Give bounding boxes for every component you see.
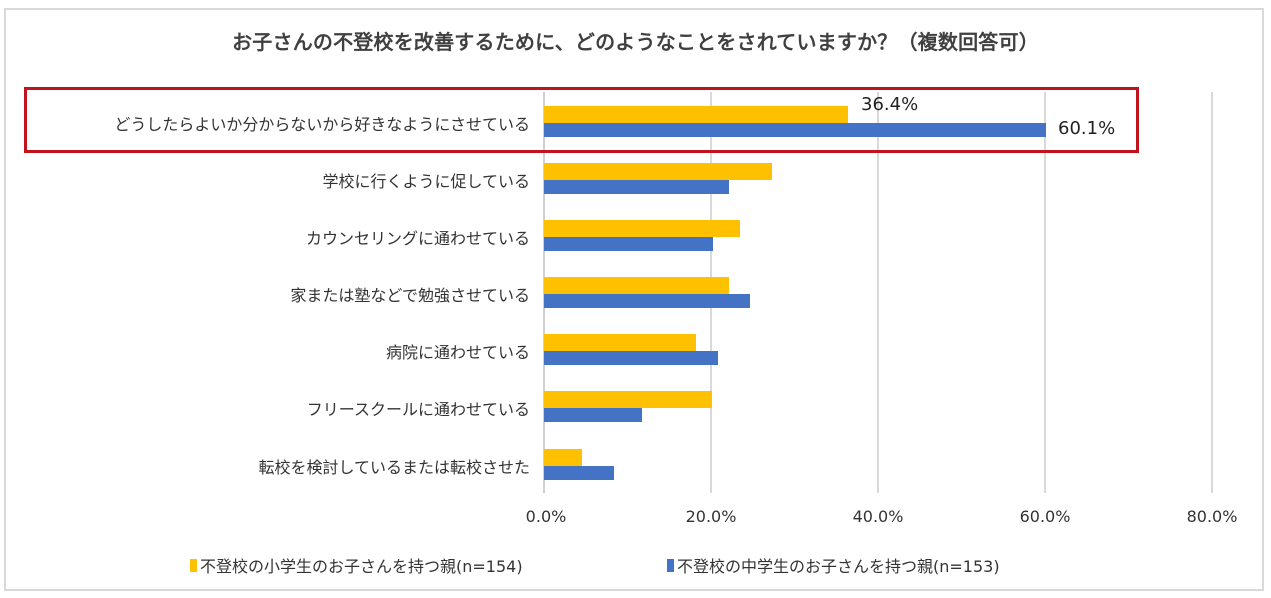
- bar-group-4: [544, 334, 1212, 365]
- plot-area: [543, 92, 1213, 493]
- gridline-60: [1044, 92, 1046, 493]
- legend-swatch-blue: [667, 558, 674, 572]
- legend-item-junior-high: 不登校の中学生のお子さんを持つ親(n=153): [667, 553, 1000, 577]
- gridline-40: [877, 92, 879, 493]
- legend-label-elementary: 不登校の小学生のお子さんを持つ親(n=154): [200, 557, 523, 576]
- chart-title: お子さんの不登校を改善するために、どのようなことをされていますか？（複数回答可）: [232, 30, 1039, 54]
- data-label-elementary-0: 36.4%: [861, 94, 919, 115]
- bar-elementary-1: [544, 163, 772, 180]
- bar-elementary-2: [544, 220, 740, 237]
- x-tick-20: 20.0%: [685, 507, 737, 526]
- bar-group-5: [544, 391, 1212, 422]
- bar-elementary-5: [544, 391, 712, 408]
- legend-item-elementary: 不登校の小学生のお子さんを持つ親(n=154): [190, 553, 523, 577]
- x-tick-40: 40.0%: [852, 507, 904, 526]
- category-label-4: 病院に通わせている: [385, 343, 530, 362]
- x-tick-0: 0.0%: [525, 507, 567, 526]
- bar-junior-high-3: [544, 294, 750, 308]
- category-label-3: 家または塾などで勉強させている: [290, 286, 530, 305]
- x-tick-80: 80.0%: [1186, 507, 1238, 526]
- bar-group-3: [544, 277, 1212, 308]
- bar-group-6: [544, 449, 1212, 480]
- bar-junior-high-1: [544, 180, 729, 194]
- bar-elementary-3: [544, 277, 729, 294]
- gridline-80: [1211, 92, 1213, 493]
- bar-junior-high-2: [544, 237, 713, 251]
- legend-swatch-yellow: [190, 558, 197, 572]
- bar-group-1: [544, 163, 1212, 194]
- bar-elementary-6: [544, 449, 582, 466]
- category-label-2: カウンセリングに通わせている: [305, 229, 530, 248]
- category-label-0: どうしたらよいか分からないから好きなようにさせている: [114, 115, 530, 134]
- bar-group-0: [544, 106, 1212, 137]
- category-label-6: 転校を検討しているまたは転校させた: [258, 458, 530, 477]
- x-tick-60: 60.0%: [1019, 507, 1071, 526]
- bar-elementary-0: [544, 106, 848, 123]
- category-label-5: フリースクールに通わせている: [306, 400, 530, 419]
- data-label-junior-high-0: 60.1%: [1058, 118, 1116, 139]
- legend-label-junior-high: 不登校の中学生のお子さんを持つ親(n=153): [677, 557, 1000, 576]
- bar-group-2: [544, 220, 1212, 251]
- highlight-box: [24, 87, 1139, 153]
- bar-junior-high-0: [544, 123, 1046, 137]
- bar-junior-high-5: [544, 408, 642, 422]
- bar-junior-high-4: [544, 351, 718, 365]
- category-label-1: 学校に行くように促している: [322, 172, 530, 191]
- bar-elementary-4: [544, 334, 696, 351]
- bar-junior-high-6: [544, 466, 614, 480]
